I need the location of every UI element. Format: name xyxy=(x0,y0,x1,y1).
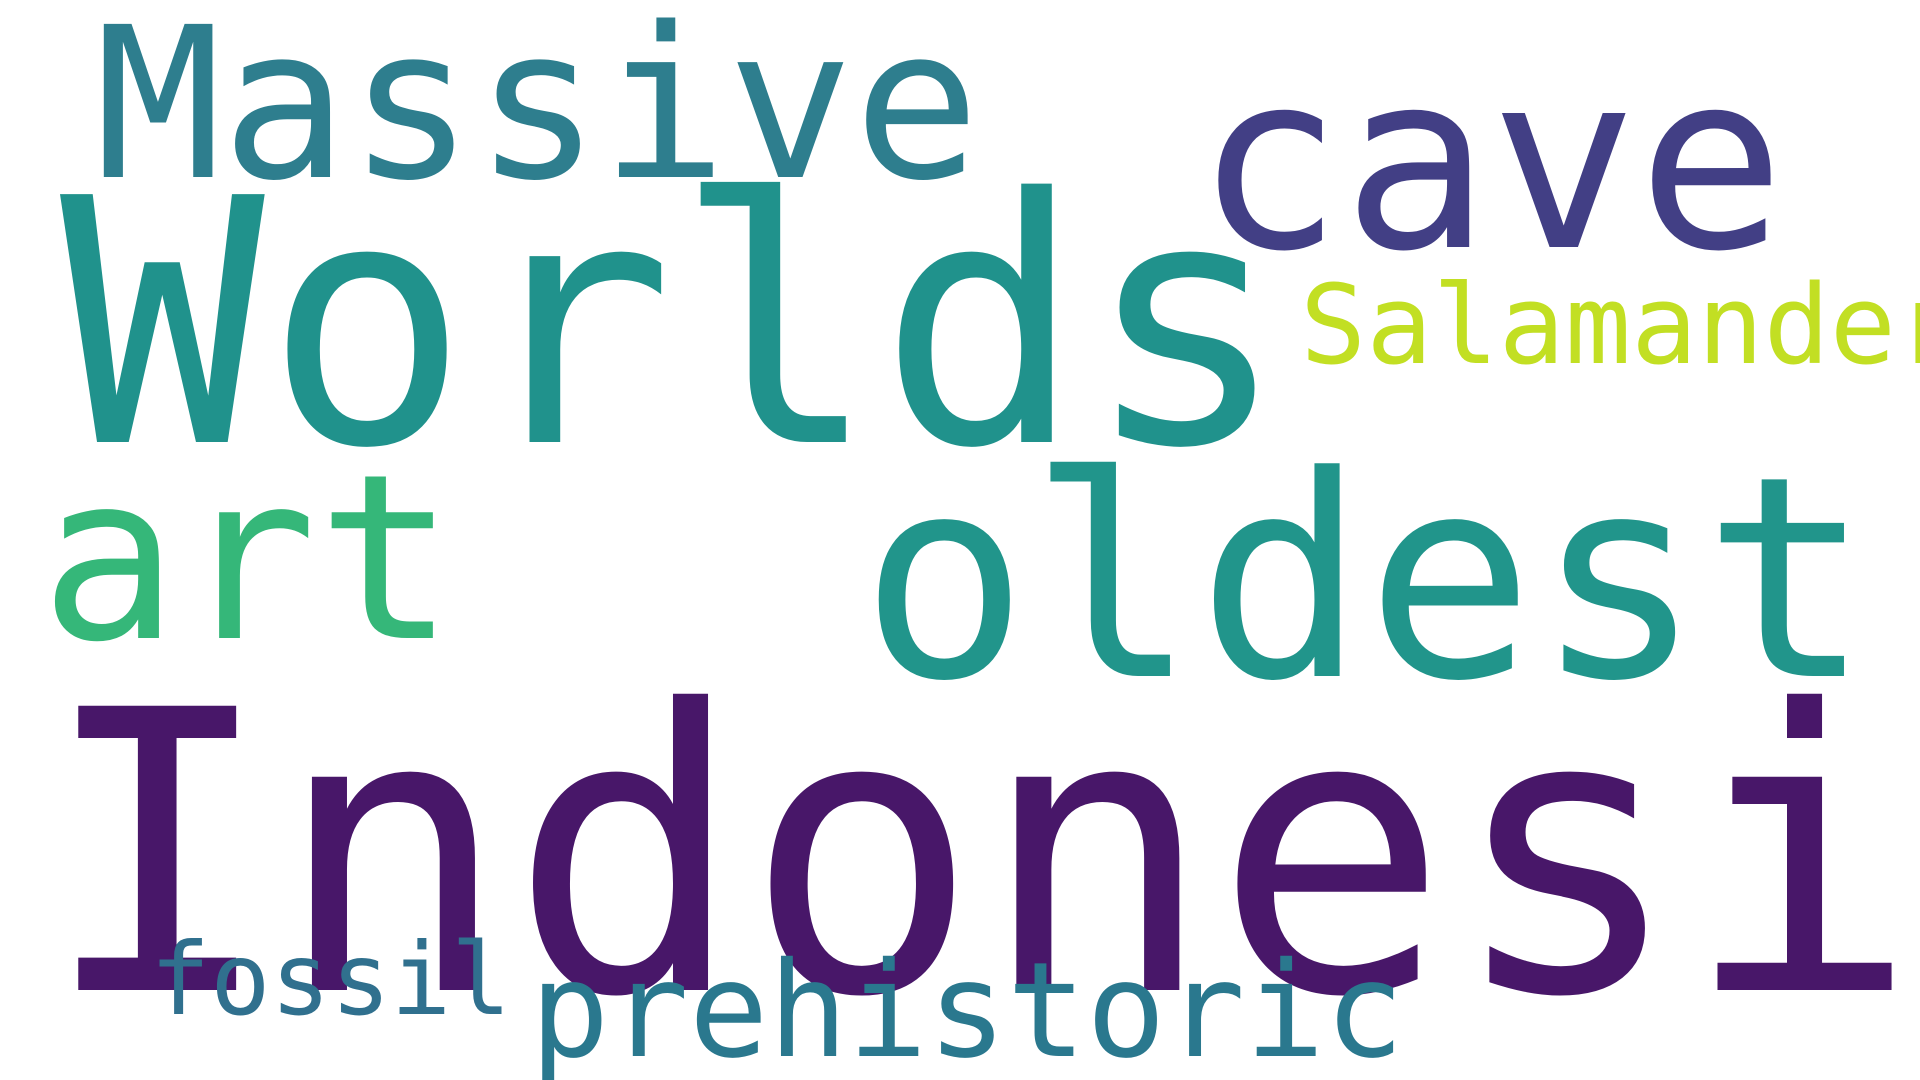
word-oldest: oldest xyxy=(860,417,1872,743)
word-prehistoric: prehistoric xyxy=(530,934,1405,1080)
word-massive: Massive xyxy=(95,0,981,227)
word-salamander: Salamander xyxy=(1300,261,1920,389)
word-fossil: fossil xyxy=(150,921,512,1038)
word-art: art xyxy=(40,426,456,693)
word-indonesia: Indonesia xyxy=(40,628,1920,1080)
word-cave: cave xyxy=(1195,20,1786,305)
word-worlds: Worlds xyxy=(60,127,1289,523)
